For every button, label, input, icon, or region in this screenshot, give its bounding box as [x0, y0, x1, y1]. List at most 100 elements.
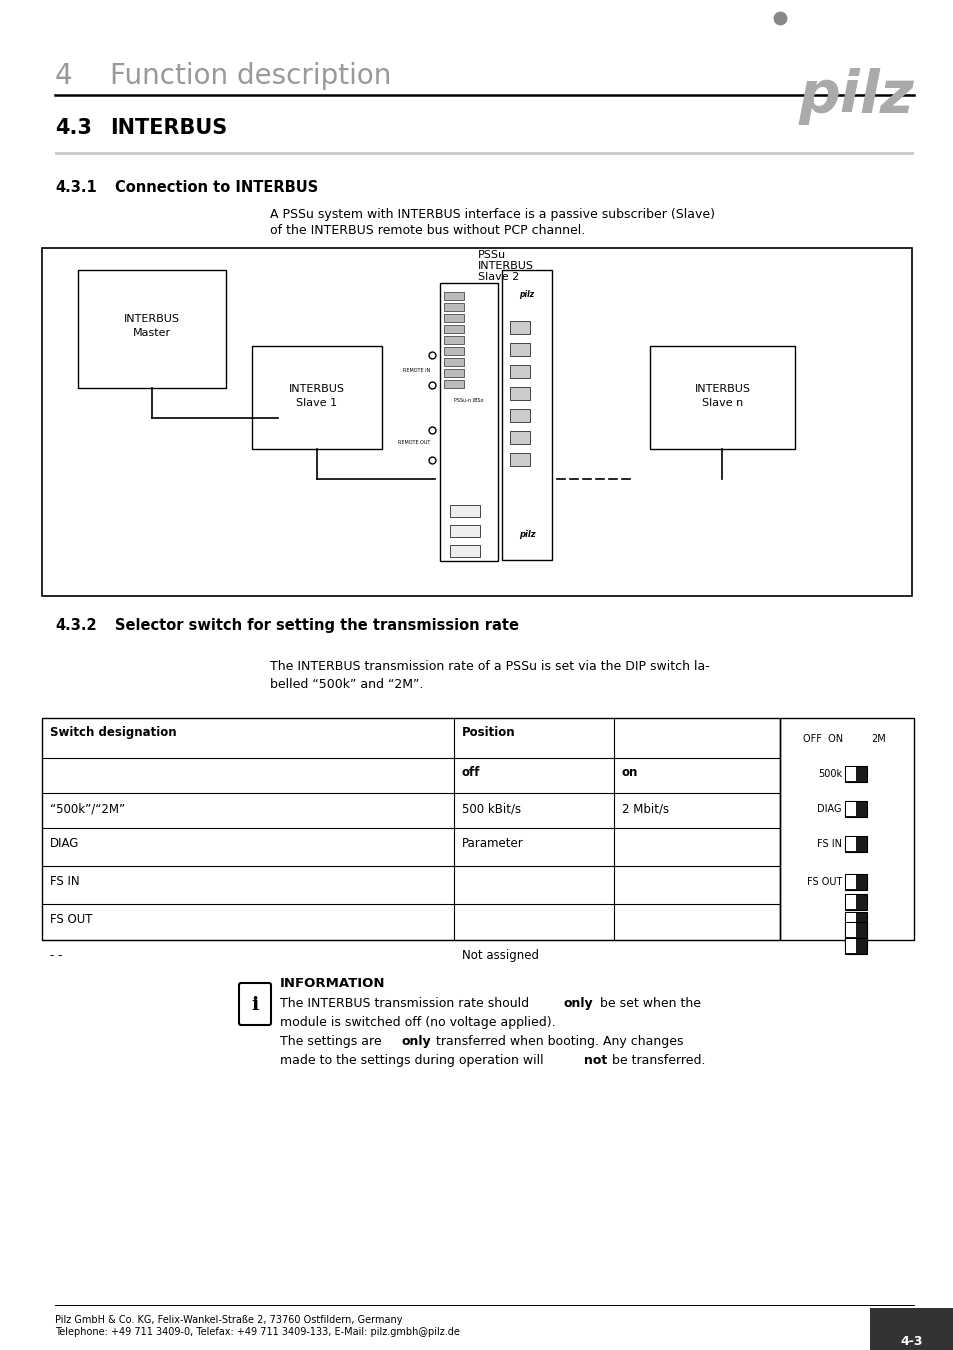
- Text: INTERBUS: INTERBUS: [694, 385, 750, 394]
- Text: INFORMATION: INFORMATION: [280, 977, 385, 990]
- Text: module is switched off (no voltage applied).: module is switched off (no voltage appli…: [280, 1017, 555, 1029]
- Bar: [845, 767, 855, 782]
- Text: The INTERBUS transmission rate of a PSSu is set via the DIP switch la-: The INTERBUS transmission rate of a PSSu…: [270, 660, 709, 674]
- Text: REMOTE IN: REMOTE IN: [402, 367, 430, 373]
- Text: REMOTE OUT: REMOTE OUT: [397, 440, 430, 446]
- Text: INTERBUS: INTERBUS: [124, 315, 180, 324]
- Text: pilz: pilz: [798, 68, 913, 126]
- Text: PSSu-n IBSo: PSSu-n IBSo: [454, 398, 483, 404]
- Text: INTERBUS: INTERBUS: [110, 117, 227, 138]
- Bar: [443, 302, 463, 311]
- Bar: [443, 347, 463, 355]
- Text: FS IN: FS IN: [50, 875, 79, 888]
- Text: Position: Position: [461, 726, 515, 738]
- Text: made to the settings during operation will: made to the settings during operation wi…: [280, 1054, 547, 1067]
- Text: i: i: [251, 996, 258, 1014]
- Text: of the INTERBUS remote bus without PCP channel.: of the INTERBUS remote bus without PCP c…: [270, 224, 584, 238]
- Text: 2 Mbit/s: 2 Mbit/s: [621, 802, 668, 815]
- Text: Switch designation: Switch designation: [50, 726, 176, 738]
- Bar: [845, 931, 855, 945]
- Text: FS OUT: FS OUT: [806, 878, 841, 887]
- Text: belled “500k” and “2M”.: belled “500k” and “2M”.: [270, 678, 423, 691]
- Text: DIAG: DIAG: [50, 837, 79, 850]
- Text: transferred when booting. Any changes: transferred when booting. Any changes: [432, 1035, 682, 1048]
- Bar: [78, 270, 226, 387]
- Bar: [845, 913, 855, 927]
- Bar: [869, 1308, 953, 1350]
- Bar: [510, 364, 530, 378]
- Bar: [510, 431, 530, 444]
- Text: pilz: pilz: [518, 531, 535, 539]
- Text: The settings are: The settings are: [280, 1035, 385, 1048]
- Bar: [501, 270, 552, 560]
- Bar: [649, 346, 794, 450]
- Bar: [510, 343, 530, 356]
- Bar: [55, 153, 913, 155]
- Bar: [844, 836, 866, 852]
- Text: Master: Master: [132, 328, 171, 338]
- Text: 4.3.1: 4.3.1: [55, 180, 96, 194]
- Bar: [844, 873, 866, 890]
- Text: off: off: [461, 765, 480, 779]
- Bar: [510, 454, 530, 466]
- Text: 4.3: 4.3: [55, 117, 91, 138]
- Text: Slave 1: Slave 1: [296, 398, 337, 409]
- Bar: [844, 765, 866, 782]
- Text: 500k: 500k: [817, 769, 841, 779]
- Bar: [510, 387, 530, 400]
- Bar: [844, 930, 866, 946]
- Bar: [443, 369, 463, 377]
- Bar: [844, 894, 866, 910]
- Text: Slave 2: Slave 2: [477, 271, 518, 282]
- Bar: [510, 409, 530, 423]
- Bar: [252, 346, 381, 450]
- Text: 500 kBit/s: 500 kBit/s: [461, 802, 520, 815]
- Text: not: not: [583, 1054, 607, 1067]
- Text: Parameter: Parameter: [461, 837, 523, 850]
- Text: Function description: Function description: [110, 62, 391, 90]
- Bar: [42, 718, 780, 940]
- Text: DIAG: DIAG: [817, 805, 841, 814]
- Bar: [845, 837, 855, 850]
- Bar: [844, 922, 866, 938]
- Bar: [450, 525, 479, 537]
- Text: on: on: [621, 765, 638, 779]
- Bar: [443, 315, 463, 323]
- Bar: [845, 923, 855, 937]
- Bar: [450, 505, 479, 517]
- Bar: [450, 545, 479, 558]
- Text: “500k”/“2M”: “500k”/“2M”: [50, 802, 125, 815]
- Text: - -: - -: [50, 949, 63, 963]
- Text: OFF  ON: OFF ON: [802, 734, 842, 744]
- Text: only: only: [401, 1035, 431, 1048]
- Bar: [42, 248, 911, 595]
- Text: PSSu: PSSu: [477, 250, 506, 261]
- Text: Telephone: +49 711 3409-0, Telefax: +49 711 3409-133, E-Mail: pilz.gmbh@pilz.de: Telephone: +49 711 3409-0, Telefax: +49 …: [55, 1327, 459, 1336]
- Bar: [780, 718, 913, 940]
- Bar: [510, 321, 530, 333]
- Text: Pilz GmbH & Co. KG, Felix-Wankel-Straße 2, 73760 Ostfildern, Germany: Pilz GmbH & Co. KG, Felix-Wankel-Straße …: [55, 1315, 402, 1324]
- Text: only: only: [563, 998, 593, 1010]
- Text: be transferred.: be transferred.: [607, 1054, 705, 1067]
- Bar: [439, 284, 497, 562]
- Text: Slave n: Slave n: [701, 398, 742, 409]
- Text: Selector switch for setting the transmission rate: Selector switch for setting the transmis…: [115, 618, 518, 633]
- Text: 4.3.2: 4.3.2: [55, 618, 96, 633]
- Bar: [845, 940, 855, 953]
- Text: Connection to INTERBUS: Connection to INTERBUS: [115, 180, 318, 194]
- Text: Not assigned: Not assigned: [461, 949, 538, 963]
- Text: INTERBUS: INTERBUS: [477, 261, 534, 271]
- Bar: [844, 801, 866, 817]
- Bar: [845, 875, 855, 890]
- Text: A PSSu system with INTERBUS interface is a passive subscriber (Slave): A PSSu system with INTERBUS interface is…: [270, 208, 714, 221]
- Text: 4-3: 4-3: [900, 1335, 923, 1349]
- Text: 4: 4: [55, 62, 72, 90]
- Text: The INTERBUS transmission rate should: The INTERBUS transmission rate should: [280, 998, 533, 1010]
- Text: be set when the: be set when the: [596, 998, 700, 1010]
- Bar: [845, 802, 855, 815]
- Bar: [443, 336, 463, 344]
- Bar: [844, 938, 866, 954]
- Bar: [844, 913, 866, 927]
- Text: FS IN: FS IN: [816, 838, 841, 849]
- Bar: [443, 325, 463, 333]
